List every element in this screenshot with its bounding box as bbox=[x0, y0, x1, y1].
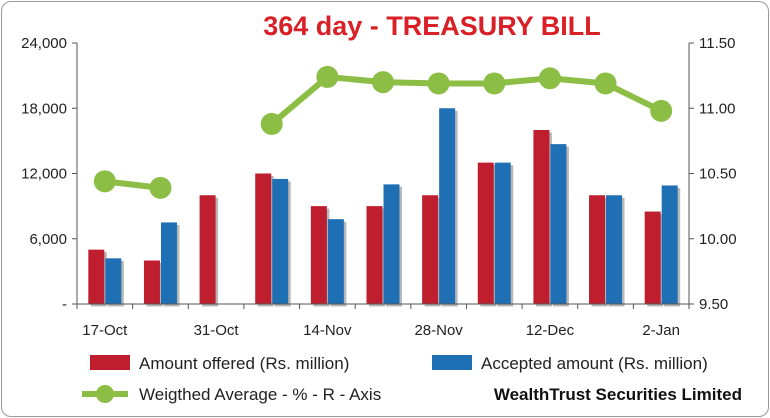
bar-offered-10 bbox=[644, 211, 661, 304]
left-tick-label-3: 18,000 bbox=[21, 100, 67, 117]
bar-offered-8 bbox=[533, 130, 550, 304]
weighted-point-1 bbox=[149, 176, 172, 199]
legend-swatch-accepted bbox=[432, 355, 472, 370]
x-tick-label-8: 12-Dec bbox=[526, 322, 575, 339]
legend-marker-weighted bbox=[96, 385, 114, 403]
legend: Amount offered (Rs. million) Accepted am… bbox=[82, 354, 742, 404]
weighted-point-8 bbox=[538, 67, 561, 90]
bar-accepted-1 bbox=[160, 222, 177, 304]
bar-accepted-10 bbox=[661, 185, 678, 304]
bar-accepted-8 bbox=[550, 144, 567, 304]
bars-layer bbox=[88, 108, 681, 307]
weighted-point-3 bbox=[260, 112, 283, 135]
left-tick-label-4: 24,000 bbox=[21, 35, 67, 52]
right-tick-label-0: 9.50 bbox=[699, 296, 728, 313]
left-tick-label-2: 12,000 bbox=[21, 166, 67, 183]
right-tick-label-1: 10.00 bbox=[699, 231, 737, 248]
bar-offered-1 bbox=[143, 260, 160, 304]
chart-title: 364 day - TREASURY BILL bbox=[263, 11, 601, 41]
bar-accepted-6 bbox=[439, 108, 456, 304]
bar-accepted-4 bbox=[327, 219, 344, 304]
right-tick-label-4: 11.50 bbox=[699, 35, 735, 52]
weighted-point-10 bbox=[650, 99, 673, 122]
right-tick-label-3: 11.00 bbox=[699, 100, 735, 117]
legend-label-weighted: Weigthed Average - % - R - Axis bbox=[139, 385, 381, 404]
ticks-layer: - 6,000 12,000 18,000 24,000 9.50 10.00 10.50 11… bbox=[21, 35, 736, 339]
bar-offered-4 bbox=[310, 206, 327, 304]
line-layer bbox=[93, 65, 673, 199]
x-tick-label-0: 17-Oct bbox=[82, 322, 128, 339]
weighted-point-5 bbox=[372, 71, 394, 94]
bar-offered-5 bbox=[366, 206, 383, 304]
legend-swatch-offered bbox=[90, 355, 130, 370]
x-tick-label-6: 28-Nov bbox=[414, 322, 463, 339]
legend-label-offered: Amount offered (Rs. million) bbox=[139, 354, 349, 373]
bar-accepted-7 bbox=[494, 162, 511, 304]
weighted-point-4 bbox=[316, 65, 339, 88]
left-tick-label-1: 6,000 bbox=[29, 231, 67, 248]
bar-accepted-9 bbox=[606, 195, 623, 304]
bar-offered-9 bbox=[589, 195, 606, 304]
weighted-point-9 bbox=[594, 72, 617, 95]
bar-accepted-0 bbox=[105, 258, 122, 304]
right-tick-label-2: 10.50 bbox=[699, 166, 737, 183]
bar-accepted-3 bbox=[272, 178, 289, 304]
weighted-point-6 bbox=[427, 72, 450, 95]
left-tick-label-0: - bbox=[62, 296, 67, 313]
weighted-point-7 bbox=[483, 72, 506, 95]
x-tick-label-4: 14-Nov bbox=[303, 322, 352, 339]
bar-offered-7 bbox=[477, 162, 494, 304]
bar-offered-6 bbox=[422, 195, 439, 304]
bar-offered-2 bbox=[199, 195, 216, 304]
credit-label: WealthTrust Securities Limited bbox=[494, 385, 742, 404]
bar-accepted-5 bbox=[383, 184, 400, 304]
weighted-point-0 bbox=[93, 170, 116, 193]
x-tick-label-10: 2-Jan bbox=[642, 322, 680, 339]
legend-label-accepted: Accepted amount (Rs. million) bbox=[481, 354, 708, 373]
bar-offered-3 bbox=[255, 173, 272, 304]
x-tick-label-2: 31-Oct bbox=[194, 322, 240, 339]
bar-offered-0 bbox=[88, 249, 105, 304]
